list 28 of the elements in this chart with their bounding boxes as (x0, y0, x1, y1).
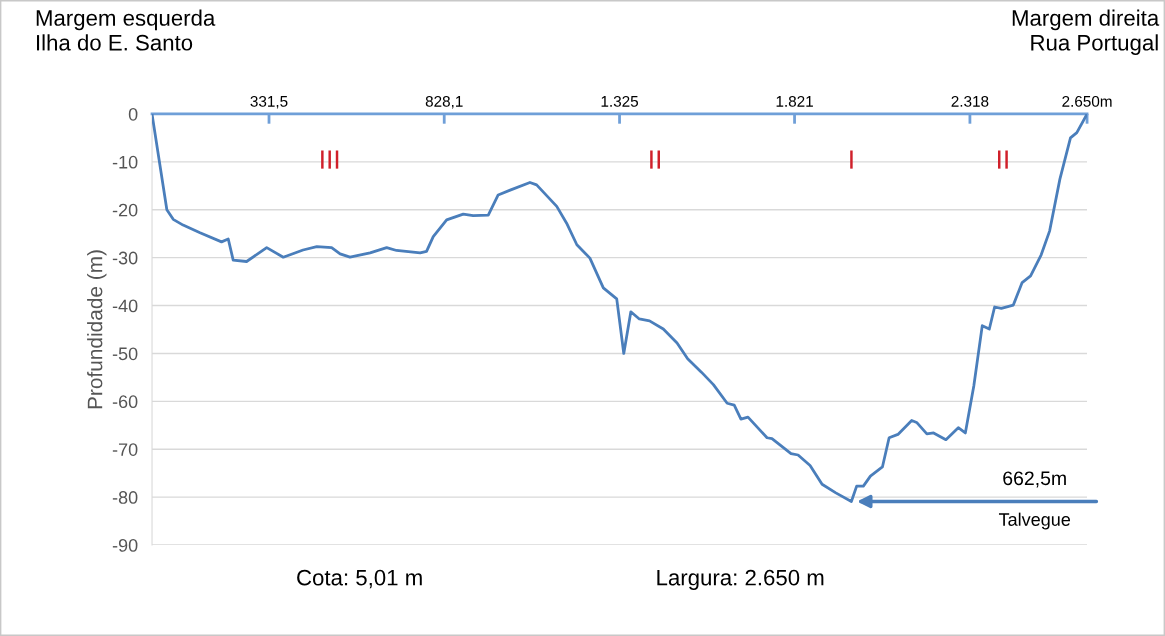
y-tick-label: -50 (112, 347, 138, 361)
x-tick-label: 2.650m (1062, 95, 1112, 107)
y-tick-label: 0 (128, 107, 138, 121)
y-tick-label: -20 (112, 203, 138, 217)
x-tick-label: 1.325 (601, 95, 639, 107)
y-tick-label: -60 (112, 395, 138, 409)
annotation: 662,5m (1003, 471, 1066, 488)
x-tick-label: 828,1 (425, 95, 463, 109)
x-tick-label: 331,5 (250, 95, 288, 109)
y-tick-label: -90 (112, 538, 138, 552)
annotation: II (650, 150, 660, 169)
y-tick-label: -80 (112, 491, 138, 504)
annotation: I (850, 150, 853, 169)
text: Largura: 2.650 m (657, 569, 824, 590)
y-axis-title: Profundidade (m) (87, 250, 107, 409)
y-tick-label: -10 (112, 155, 138, 169)
annotation: III (321, 150, 339, 169)
text: Margem esquerda Ilha do E. Santo (36, 9, 216, 51)
text: Margem direita Rua Portugal (1012, 9, 1160, 55)
y-tick-label: -40 (112, 299, 138, 313)
x-tick-label: 1.821 (776, 95, 813, 107)
y-tick-label: -70 (112, 443, 138, 456)
text: Cota: 5,01 m (297, 569, 422, 589)
y-tick-label: -30 (112, 251, 138, 265)
x-tick-label: 2.318 (951, 95, 989, 107)
line-series (152, 113, 1088, 503)
annotation: II (998, 150, 1008, 169)
annotation: Talvegue (998, 512, 1071, 530)
